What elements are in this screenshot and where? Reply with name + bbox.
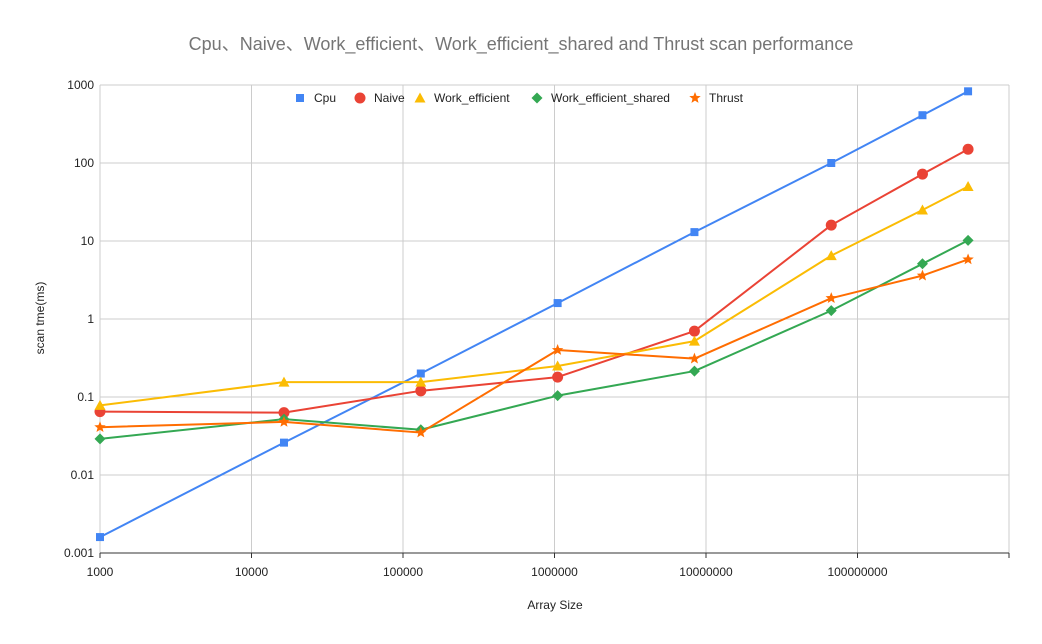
data-point xyxy=(415,426,427,438)
data-point xyxy=(962,234,974,246)
grid-layer xyxy=(99,84,1010,554)
data-point xyxy=(278,415,290,427)
legend-marker xyxy=(414,92,426,103)
legend-item: Thrust xyxy=(689,91,744,105)
legend: Cpu Naive Work_efficient Work_efficient_sha… xyxy=(296,91,744,105)
data-point xyxy=(688,335,700,346)
data-point xyxy=(916,269,929,281)
legend-marker xyxy=(354,92,366,104)
legend-item: Work_efficient xyxy=(414,91,510,105)
data-point xyxy=(688,325,700,337)
data-point xyxy=(552,390,564,402)
y-tick-label: 100 xyxy=(74,156,94,170)
x-tick-label: 100000 xyxy=(383,565,423,579)
data-point xyxy=(552,371,564,383)
data-point xyxy=(415,385,427,397)
y-tick-label: 1 xyxy=(87,312,94,326)
legend-marker xyxy=(296,94,304,102)
series-line xyxy=(99,239,969,440)
data-point xyxy=(688,365,700,377)
data-point xyxy=(279,438,288,447)
data-point xyxy=(278,407,290,419)
data-point xyxy=(94,421,106,433)
series-line xyxy=(99,90,969,538)
legend-marker xyxy=(531,92,543,104)
data-point xyxy=(688,352,701,364)
series-line xyxy=(99,258,969,434)
data-point xyxy=(553,299,562,308)
series-thrust xyxy=(94,253,974,438)
legend-label: Cpu xyxy=(314,91,336,105)
data-point xyxy=(415,376,427,387)
data-point xyxy=(94,399,106,410)
data-point xyxy=(916,168,928,180)
series-cpu xyxy=(96,87,973,542)
legend-label: Thrust xyxy=(709,91,744,105)
data-point xyxy=(962,253,974,265)
x-tick-label: 100000000 xyxy=(827,565,887,579)
data-point xyxy=(94,433,106,445)
y-tick-label: 0.1 xyxy=(77,390,94,404)
data-point xyxy=(964,87,973,96)
y-tick-label: 10 xyxy=(81,234,95,248)
data-point xyxy=(96,533,104,542)
legend-item: Work_efficient_shared xyxy=(531,91,670,105)
data-point xyxy=(918,111,927,120)
x-tick-label: 10000 xyxy=(235,565,269,579)
x-tick-label: 1000000 xyxy=(531,565,578,579)
chart-title: Cpu、Naive、Work_efficient、Work_efficient_… xyxy=(189,34,854,55)
x-tick-label: 10000000 xyxy=(679,565,733,579)
legend-item: Cpu xyxy=(296,91,336,105)
data-point xyxy=(278,376,290,387)
data-point xyxy=(690,228,699,237)
y-tick-label: 1000 xyxy=(67,78,94,92)
data-point xyxy=(827,159,836,167)
data-point xyxy=(825,250,837,261)
x-axis-label: Array Size xyxy=(527,598,583,612)
series-line xyxy=(99,148,969,414)
data-point xyxy=(916,258,928,270)
data-point xyxy=(552,360,564,371)
axis-layer: 0.001 0.01 0.1 1 10 100 1000 1000 10000 100000 100… xyxy=(64,78,1010,579)
data-point xyxy=(916,204,928,215)
data-point xyxy=(825,305,837,317)
legend-label: Work_efficient_shared xyxy=(551,91,670,105)
data-point xyxy=(416,369,425,378)
x-tick-label: 1000 xyxy=(87,565,114,579)
legend-item: Naive xyxy=(354,91,405,105)
y-tick-label: 0.01 xyxy=(71,468,95,482)
data-point xyxy=(962,180,974,191)
data-point xyxy=(962,143,974,155)
y-axis-label: scan tme(ms) xyxy=(33,282,47,355)
series-layer xyxy=(94,87,974,542)
data-point xyxy=(551,344,564,355)
legend-label: Work_efficient xyxy=(434,91,510,105)
data-point xyxy=(825,219,837,231)
y-tick-label: 0.001 xyxy=(64,546,94,560)
series-naive xyxy=(94,143,974,419)
legend-label: Naive xyxy=(374,91,405,105)
data-point xyxy=(825,292,837,304)
legend-marker xyxy=(689,92,701,103)
